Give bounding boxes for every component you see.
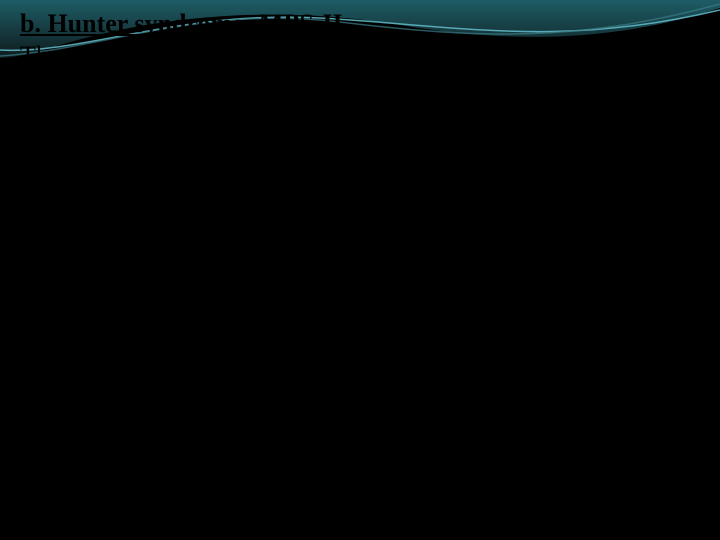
line2-xlinked: X-linked recessive <box>217 41 411 70</box>
line2-mid: has <box>169 41 217 70</box>
line-6: Degradation of heparan and dermatan sulf… <box>20 198 700 230</box>
line-4: wide range of severity <box>20 103 700 135</box>
line-3: Iduronate-2 -sulfatase deficiency <box>20 71 700 103</box>
line-5: No corneal clouding but physical and men… <box>20 135 700 198</box>
line2-prefix: The <box>20 41 67 70</box>
slide: b. Hunter syndrome: MPS-II The syndrome … <box>0 0 720 540</box>
slide-text-content: b. Hunter syndrome: MPS-II The syndrome … <box>20 8 700 230</box>
line-2: The syndrome has X-linked recessive <box>20 40 700 72</box>
line2-syndrome: syndrome <box>67 41 170 70</box>
slide-heading: b. Hunter syndrome: MPS-II <box>20 8 700 40</box>
